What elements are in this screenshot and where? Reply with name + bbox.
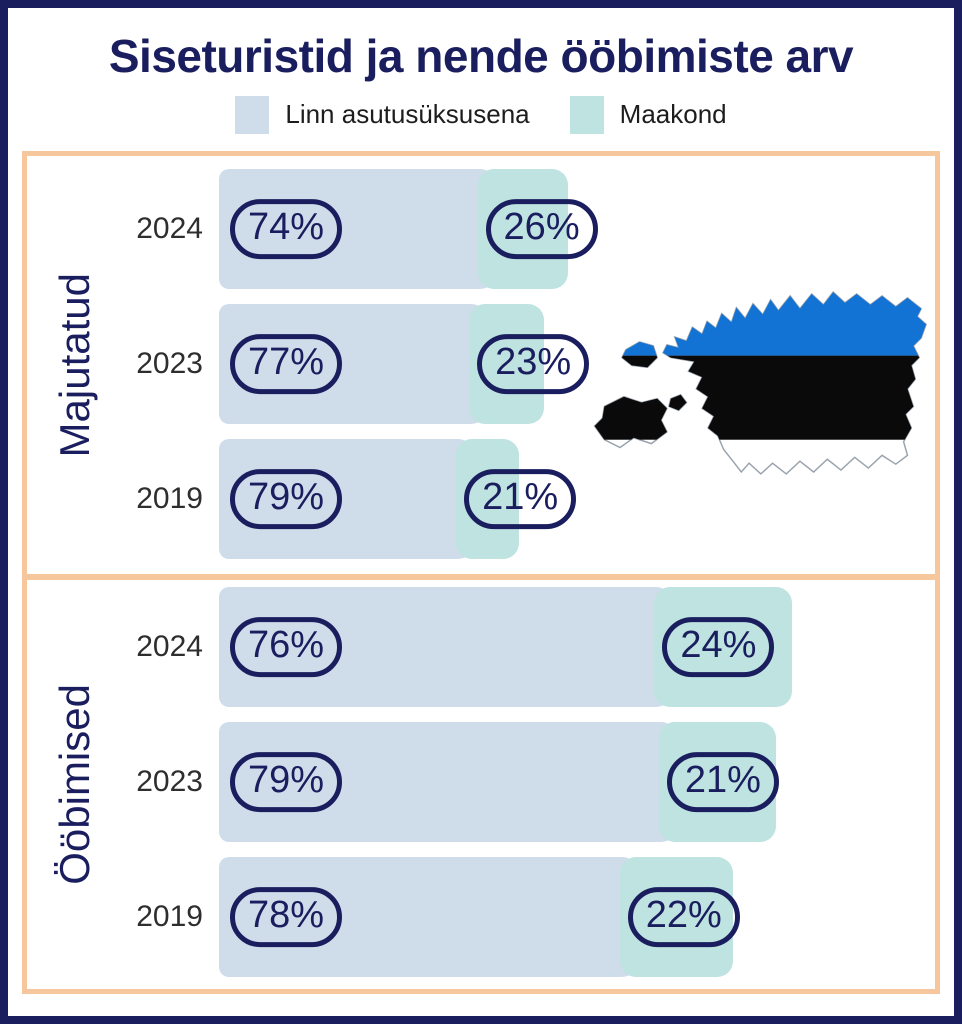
bar-row: 2024 76% 24% [123,586,935,707]
county-value-badge: 26% [485,198,598,259]
city-value-badge: 77% [230,333,343,394]
city-value-badge: 79% [230,751,343,812]
page-title: Siseturistid ja nende ööbimiste arv [108,30,854,82]
year-label: 2019 [136,899,203,933]
county-value-badge: 23% [477,333,590,394]
bar-row: 2023 79% 21% [123,721,935,842]
year-label: 2024 [136,211,203,245]
bar-track: 78% 22% [219,856,935,977]
legend-label-city: Linn asutusüksusena [285,99,530,130]
panel-oobimised: Ööbimised 2024 76% 24% 2023 79% 21% 2019 [22,574,940,994]
legend: Linn asutusüksusena Maakond [8,95,954,135]
bar-row: 2024 74% 26% [123,168,935,289]
bar-track: 76% 24% [219,586,935,707]
county-value-badge: 21% [666,751,779,812]
legend-swatch-city-icon [235,95,270,134]
bar-track: 79% 21% [219,721,935,842]
city-value-badge: 78% [230,886,343,947]
bar-row: 2019 79% 21% [123,438,935,559]
year-label: 2023 [136,346,203,380]
city-value-badge: 76% [230,616,343,677]
bar: 78% 22% [219,856,740,977]
group-label: Ööbimised [51,684,98,885]
panel-majutatud: Majutatud 2024 74% 26% 2023 77% 23% 2019 [22,150,940,579]
bar-track: 79% 21% [219,438,935,559]
group-label-col: Ööbimised [27,580,123,989]
group-label: Majutatud [51,272,98,458]
city-value-badge: 79% [230,468,343,529]
rows: 2024 76% 24% 2023 79% 21% 2019 [123,580,935,989]
bar: 79% 21% [219,438,577,559]
legend-item-city: Linn asutusüksusena [235,95,530,134]
rows: 2024 74% 26% 2023 77% 23% 2019 [123,156,935,574]
group-label-col: Majutatud [27,156,123,574]
bar-track: 77% 23% [219,303,935,424]
bar-row: 2019 78% 22% [123,856,935,977]
bar: 76% 24% [219,586,792,707]
county-value-badge: 24% [662,616,775,677]
bar: 77% 23% [219,303,590,424]
legend-swatch-county-icon [569,95,604,134]
bar-row: 2023 77% 23% [123,303,935,424]
year-label: 2019 [136,481,203,515]
year-label: 2023 [136,764,203,798]
year-label: 2024 [136,629,203,663]
bar: 79% 21% [219,721,779,842]
county-value-badge: 21% [464,468,577,529]
county-value-badge: 22% [627,886,740,947]
bar: 74% 26% [219,168,598,289]
bar-track: 74% 26% [219,168,935,289]
legend-label-county: Maakond [619,99,727,130]
city-value-badge: 74% [230,198,343,259]
legend-item-county: Maakond [569,95,727,134]
